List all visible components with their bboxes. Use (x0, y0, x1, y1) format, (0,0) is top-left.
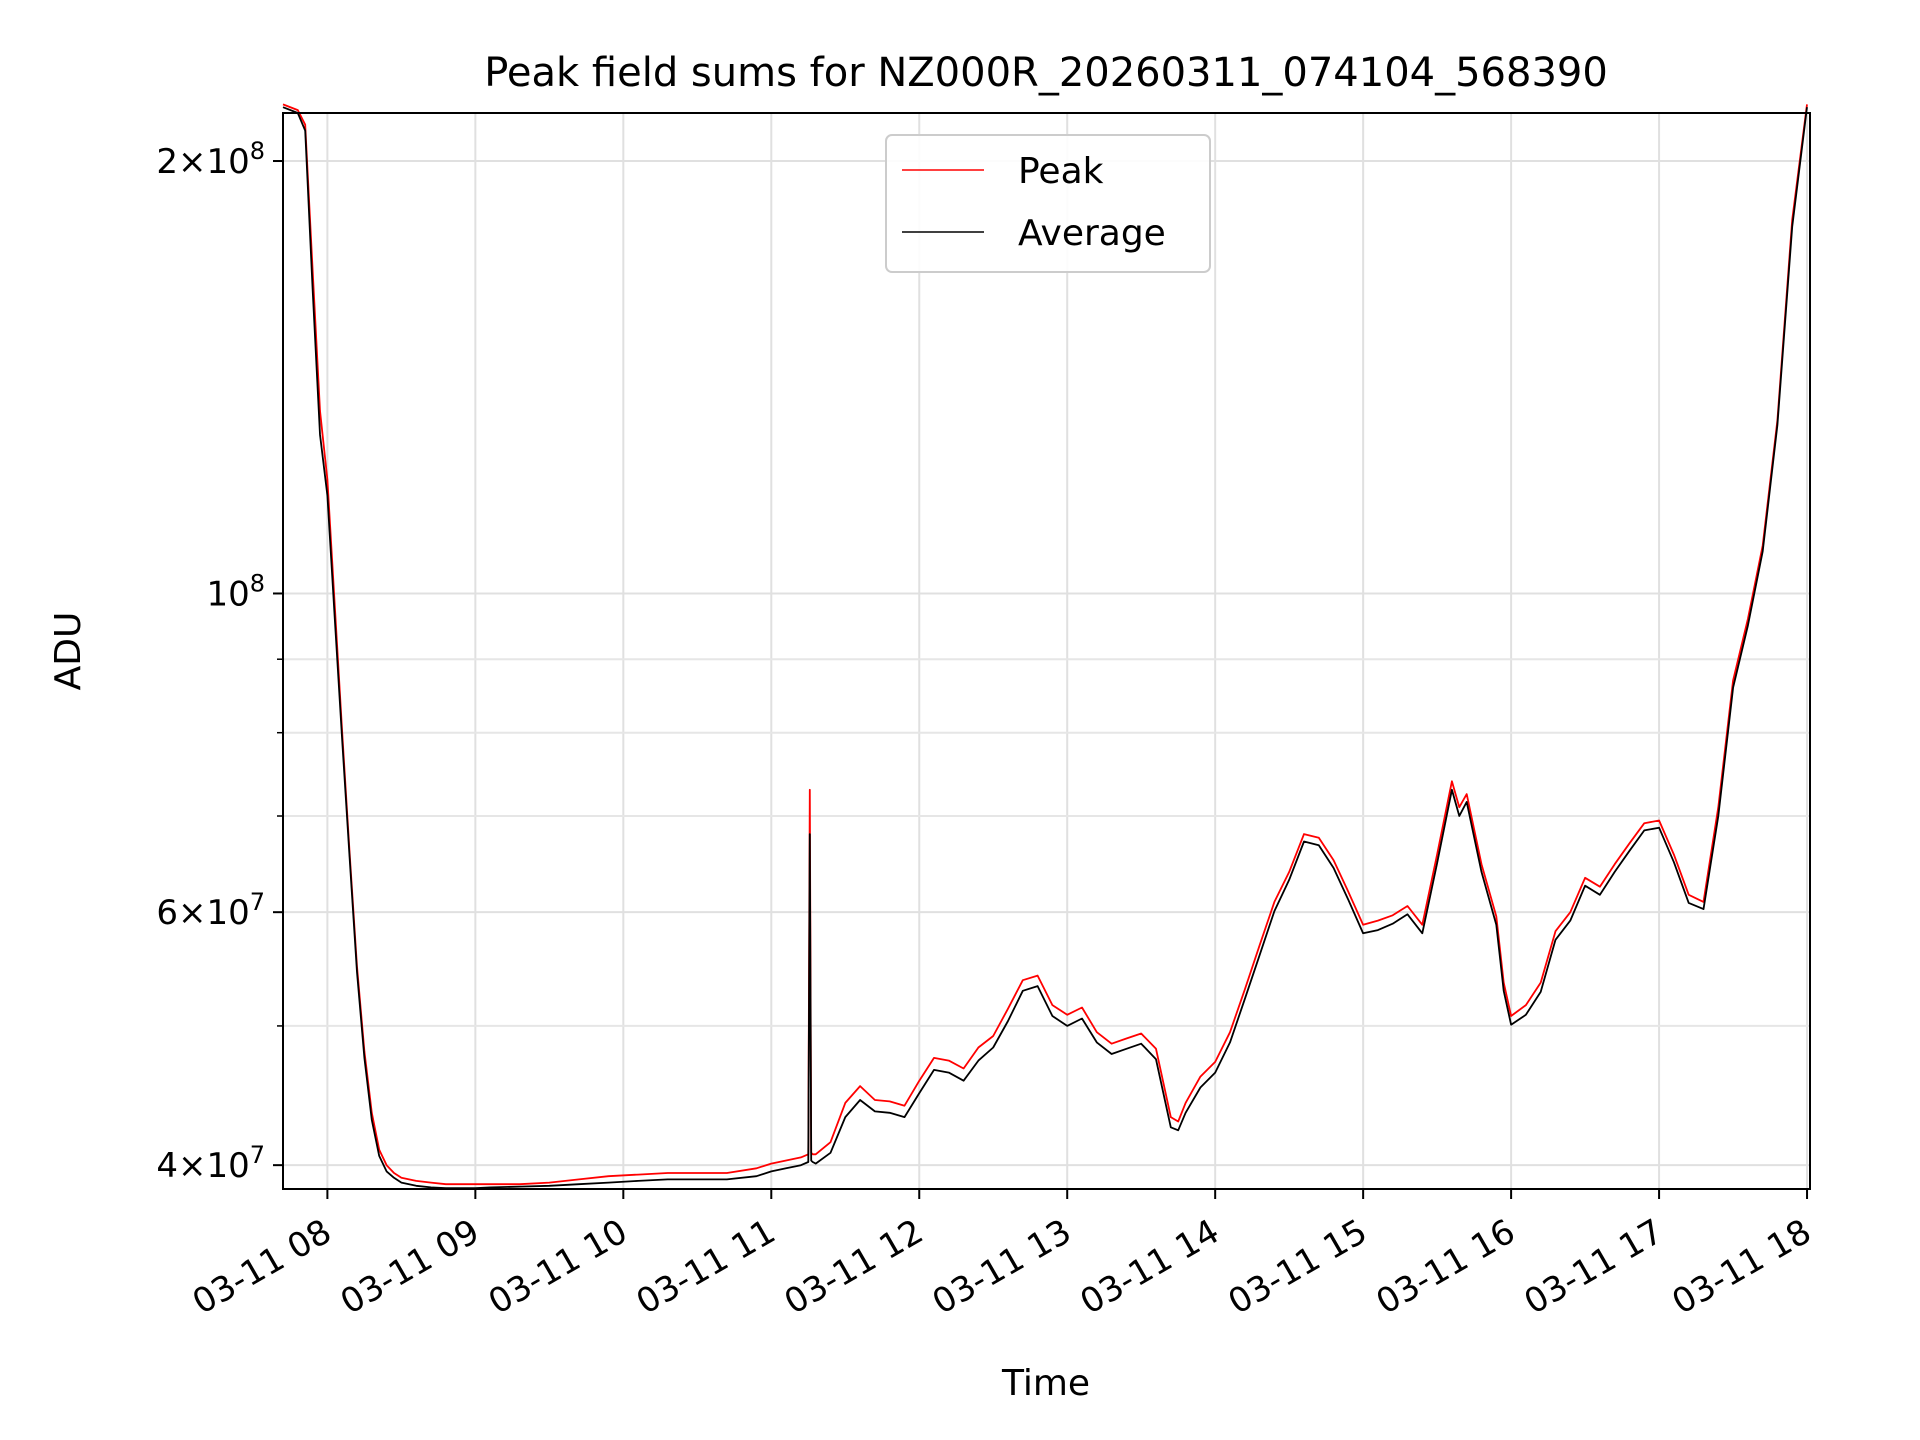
chart-title: Peak field sums for NZ000R_20260311_0741… (484, 50, 1608, 96)
y-tick-label: 4×107 (156, 1141, 265, 1186)
axes-frame (282, 112, 1811, 1190)
legend-label-average: Average (1018, 213, 1166, 254)
y-tick-label: 6×107 (156, 888, 265, 933)
legend: Peak Average (885, 134, 1211, 273)
y-tick-label: 2×108 (156, 137, 265, 182)
grid-lines (283, 113, 1810, 1189)
y-tick-label: 108 (206, 569, 265, 614)
series-line-peak (282, 103, 1808, 1186)
y-axis-label: ADU (48, 612, 89, 691)
x-axis-label: Time (1001, 1363, 1090, 1404)
legend-label-peak: Peak (1018, 151, 1104, 192)
